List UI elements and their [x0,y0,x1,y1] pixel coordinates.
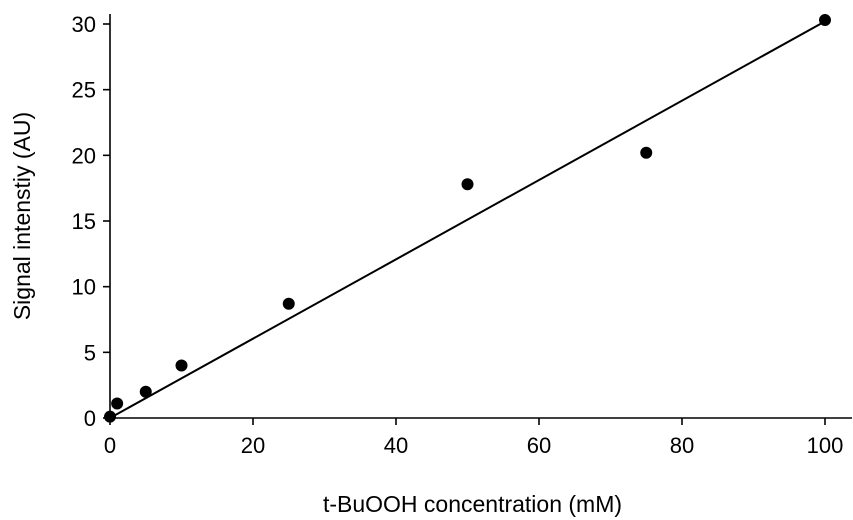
data-point [104,410,116,423]
x-tick-label: 80 [670,433,694,458]
x-axis-title: t-BuOOH concentration (mM) [323,491,622,517]
data-point [111,397,124,410]
axes [109,14,852,419]
x-tick-label: 60 [527,433,551,458]
y-tick-label: 10 [72,275,96,300]
y-tick-label: 30 [72,12,96,37]
y-tick-label: 25 [72,78,96,103]
x-tick-label: 0 [104,433,116,458]
y-tick-label: 15 [72,209,96,234]
y-tick-label: 5 [84,340,96,365]
data-points [104,14,831,423]
data-point [282,297,295,310]
y-tick-label: 0 [84,406,96,431]
data-point [819,14,831,27]
x-axis-ticks: 0 20 40 60 80 100 [104,418,843,458]
trendline [109,20,826,419]
x-tick-label: 20 [241,433,265,458]
y-axis-ticks: 0 5 10 15 20 25 30 [72,12,110,431]
x-tick-label: 100 [807,433,844,458]
x-tick-label: 40 [384,433,408,458]
data-point [139,385,152,398]
data-point [640,146,653,159]
data-point [175,359,188,372]
y-axis-title: Signal intenstiy (AU) [9,112,35,320]
data-point [461,178,474,191]
y-tick-label: 20 [72,143,96,168]
